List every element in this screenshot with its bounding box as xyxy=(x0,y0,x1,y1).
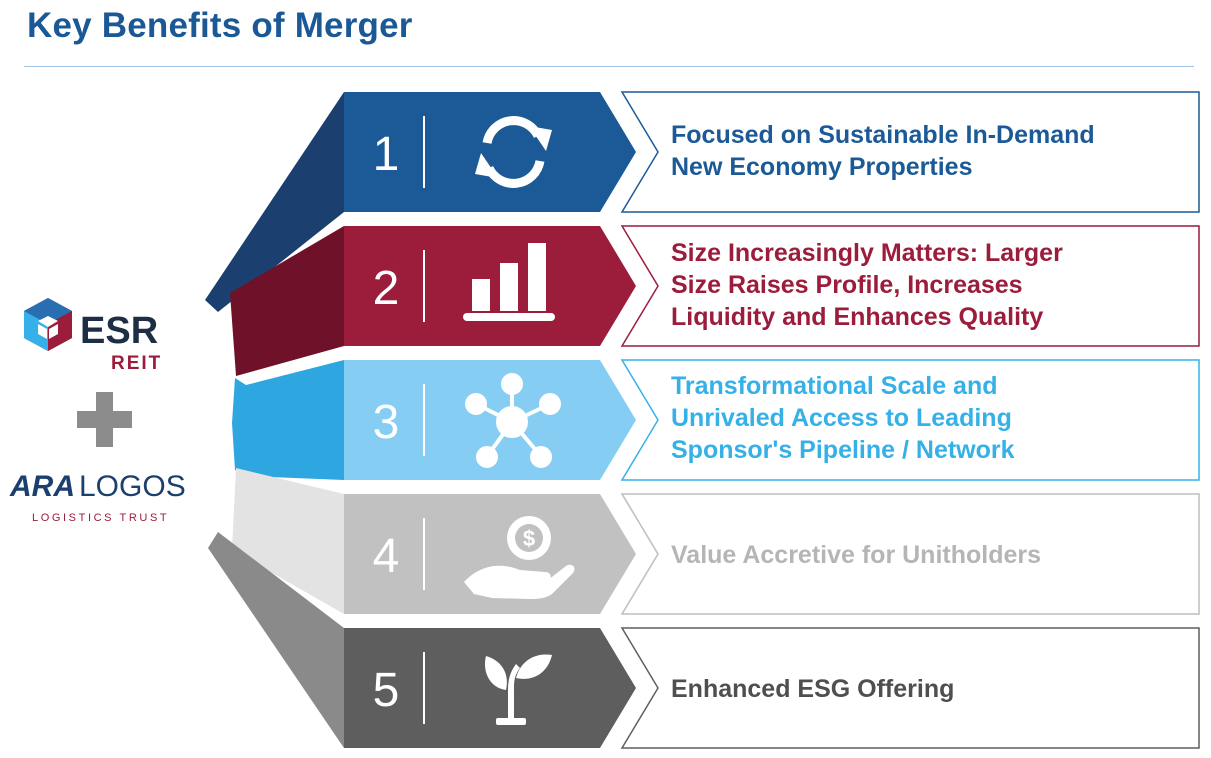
chevron-3 xyxy=(344,360,636,480)
sprout-icon xyxy=(484,654,552,725)
esr-reit-logo: ESR REIT xyxy=(24,298,162,374)
benefit-text-line: Value Accretive for Unitholders xyxy=(671,541,1042,569)
benefit-text-line: Size Increasingly Matters: Larger xyxy=(671,239,1063,267)
ara-logo-name: LOGOS xyxy=(79,470,186,503)
ara-logo-sub: LOGISTICS TRUST xyxy=(32,512,169,524)
benefit-text-line: Size Raises Profile, Increases xyxy=(671,271,1023,299)
benefit-text-line: Sponsor's Pipeline / Network xyxy=(671,436,1015,464)
refresh-icon xyxy=(475,116,552,188)
benefit-text-line: Enhanced ESG Offering xyxy=(671,675,955,703)
benefit-text-line: Transformational Scale and xyxy=(671,372,998,400)
benefit-number-5: 5 xyxy=(373,664,400,717)
plus-icon xyxy=(77,392,132,447)
esr-logo-sub: REIT xyxy=(111,353,162,374)
ara-logo-prefix: ARA xyxy=(9,470,75,503)
benefit-box-2 xyxy=(620,225,1200,347)
benefit-number-4: 4 xyxy=(373,530,400,583)
benefit-number-3: 3 xyxy=(373,396,400,449)
ribbon-panel-5 xyxy=(208,532,344,748)
benefit-text-5: Enhanced ESG Offering xyxy=(671,673,954,705)
benefit-box-1 xyxy=(620,91,1200,213)
benefit-box-3 xyxy=(620,359,1200,481)
svg-text:$: $ xyxy=(523,526,535,551)
title-divider xyxy=(24,66,1194,67)
ara-logos-logo: ARA LOGOS LOGISTICS TRUST xyxy=(9,470,186,524)
money-hand-icon: $ xyxy=(464,516,575,599)
benefit-text-line: Unrivaled Access to Leading xyxy=(671,404,1012,432)
bar-chart-icon xyxy=(463,243,555,321)
benefit-text-2: Size Increasingly Matters: Larger Size R… xyxy=(671,237,1063,333)
benefit-text-4: Value Accretive for Unitholders xyxy=(671,539,1041,571)
benefit-number-1: 1 xyxy=(373,128,400,181)
benefit-text-line: Focused on Sustainable In-Demand xyxy=(671,121,1095,149)
ribbon-panel-2 xyxy=(230,226,344,376)
chevron-1 xyxy=(344,92,636,212)
benefit-box-5 xyxy=(620,627,1200,749)
esr-logo-name: ESR xyxy=(80,310,158,352)
page-title: Key Benefits of Merger xyxy=(27,6,413,45)
chevron-5 xyxy=(344,628,636,748)
ribbon-panel-4 xyxy=(232,468,344,614)
network-icon xyxy=(465,373,561,468)
benefit-text-line: New Economy Properties xyxy=(671,153,973,181)
ribbon-panel-1 xyxy=(205,92,344,312)
benefit-text-line: Liquidity and Enhances Quality xyxy=(671,303,1044,331)
benefit-number-2: 2 xyxy=(373,262,400,315)
benefit-text-1: Focused on Sustainable In-Demand New Eco… xyxy=(671,119,1095,183)
benefit-text-3: Transformational Scale and Unrivaled Acc… xyxy=(671,370,1015,466)
benefit-box-4 xyxy=(620,493,1200,615)
ribbon-panel-3 xyxy=(232,360,344,480)
chevron-4 xyxy=(344,494,636,614)
